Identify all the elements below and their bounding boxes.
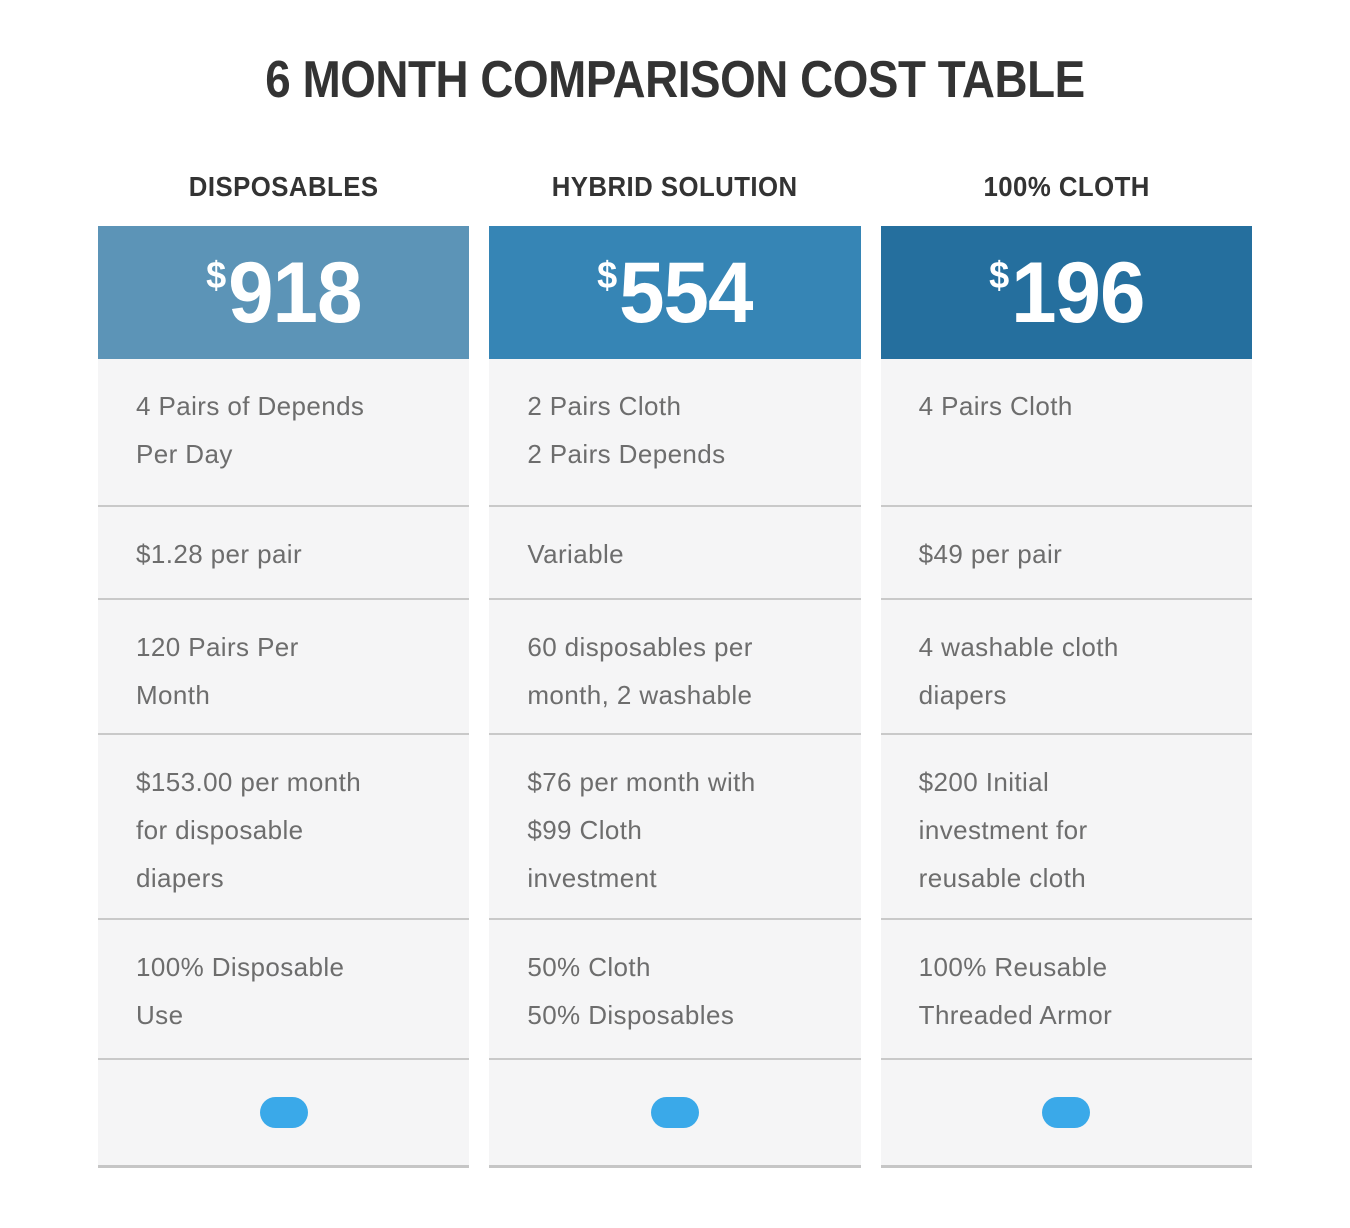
footer-row-cloth <box>880 1058 1252 1168</box>
footer-row-hybrid <box>489 1058 861 1168</box>
column-disposables: $918 4 Pairs of Depends Per Day $1.28 pe… <box>98 226 470 1168</box>
feature-row: 60 disposables per month, 2 washable <box>489 598 861 733</box>
price-header-cloth: $196 <box>880 226 1252 359</box>
feature-row: 4 Pairs of Depends Per Day <box>98 359 470 505</box>
pricing-columns: $918 4 Pairs of Depends Per Day $1.28 pe… <box>98 226 1252 1168</box>
feature-row: 120 Pairs Per Month <box>98 598 470 733</box>
column-labels-row: DISPOSABLES HYBRID SOLUTION 100% CLOTH <box>98 172 1252 202</box>
cta-pill-button-disposables[interactable] <box>259 1097 308 1128</box>
price-number: 196 <box>1010 244 1145 341</box>
feature-row: 4 washable cloth diapers <box>880 598 1252 733</box>
feature-row: 100% Reusable Threaded Armor <box>880 918 1252 1058</box>
price-value: $554 <box>597 250 753 336</box>
currency-symbol: $ <box>988 254 1009 297</box>
currency-symbol: $ <box>597 254 617 297</box>
page-title: 6 MONTH COMPARISON COST TABLE <box>265 51 1085 109</box>
feature-row: $200 Initial investment for reusable clo… <box>880 733 1252 918</box>
feature-row: 50% Cloth 50% Disposables <box>489 918 861 1058</box>
column-label-100-cloth: 100% CLOTH <box>983 171 1150 202</box>
feature-row: 2 Pairs Cloth 2 Pairs Depends <box>489 359 861 505</box>
price-number: 918 <box>227 244 362 341</box>
pricing-table: DISPOSABLES HYBRID SOLUTION 100% CLOTH $… <box>98 172 1252 1168</box>
column-100-cloth: $196 4 Pairs Cloth $49 per pair 4 washab… <box>880 226 1252 1168</box>
feature-row: Variable <box>489 505 861 598</box>
feature-row: 100% Disposable Use <box>98 918 470 1058</box>
cta-pill-button-cloth[interactable] <box>1042 1097 1091 1128</box>
feature-row: 4 Pairs Cloth <box>880 359 1252 505</box>
feature-row: $1.28 per pair <box>98 505 470 598</box>
feature-row: $153.00 per month for disposable diapers <box>98 733 470 918</box>
footer-row-disposables <box>98 1058 470 1168</box>
column-label-hybrid-solution: HYBRID SOLUTION <box>552 171 798 202</box>
price-header-hybrid: $554 <box>489 226 861 359</box>
price-value: $196 <box>988 250 1145 336</box>
cta-pill-button-hybrid[interactable] <box>650 1097 699 1128</box>
price-value: $918 <box>205 250 362 336</box>
feature-row: $76 per month with $99 Cloth investment <box>489 733 861 918</box>
column-label-disposables: DISPOSABLES <box>188 171 379 202</box>
price-header-disposables: $918 <box>98 226 470 359</box>
price-number: 554 <box>619 244 753 341</box>
feature-row: $49 per pair <box>880 505 1252 598</box>
column-hybrid-solution: $554 2 Pairs Cloth 2 Pairs Depends Varia… <box>489 226 861 1168</box>
currency-symbol: $ <box>205 254 226 297</box>
